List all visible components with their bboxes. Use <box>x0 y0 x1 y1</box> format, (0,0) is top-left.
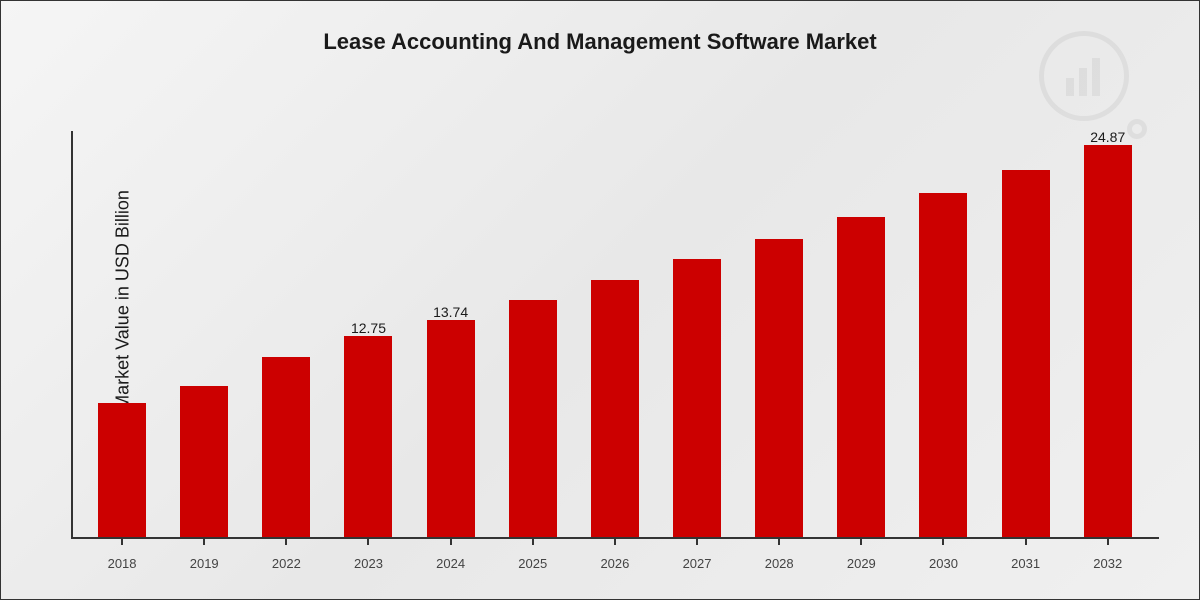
chart-title: Lease Accounting And Management Software… <box>323 29 876 55</box>
bar <box>755 239 803 537</box>
x-tick <box>942 537 944 545</box>
bar-group <box>256 357 316 537</box>
x-axis-label: 2027 <box>667 556 727 571</box>
bar <box>509 300 557 537</box>
x-tick <box>1025 537 1027 545</box>
x-axis-label: 2018 <box>92 556 152 571</box>
x-axis-label: 2023 <box>338 556 398 571</box>
x-axis-label: 2024 <box>421 556 481 571</box>
watermark-logo <box>1039 31 1139 131</box>
x-axis-label: 2025 <box>503 556 563 571</box>
bar-group <box>831 217 891 537</box>
x-tick <box>367 537 369 545</box>
bar <box>180 386 228 537</box>
bar-group <box>174 386 234 537</box>
bar <box>262 357 310 537</box>
bar-group: 12.75 <box>338 336 398 537</box>
bar-value-label: 13.74 <box>433 304 468 320</box>
bar-value-label: 12.75 <box>351 320 386 336</box>
bar <box>427 320 475 537</box>
x-axis-label: 2022 <box>256 556 316 571</box>
bar-group <box>667 259 727 537</box>
x-tick <box>696 537 698 545</box>
x-axis-label: 2029 <box>831 556 891 571</box>
bar-group <box>913 193 973 537</box>
bar <box>344 336 392 537</box>
x-tick <box>450 537 452 545</box>
x-tick <box>1107 537 1109 545</box>
bar-group: 13.74 <box>421 320 481 537</box>
x-axis-label: 2030 <box>913 556 973 571</box>
bar <box>919 193 967 537</box>
bar-group <box>503 300 563 537</box>
bar-group <box>92 403 152 537</box>
x-tick <box>778 537 780 545</box>
bar-group: 24.87 <box>1078 145 1138 537</box>
bar-value-label: 24.87 <box>1090 129 1125 145</box>
bar-group <box>585 280 645 537</box>
bar <box>1084 145 1132 537</box>
x-tick <box>614 537 616 545</box>
bar <box>98 403 146 537</box>
x-tick <box>203 537 205 545</box>
bar <box>591 280 639 537</box>
x-axis-label: 2026 <box>585 556 645 571</box>
x-tick <box>285 537 287 545</box>
x-axis-label: 2031 <box>996 556 1056 571</box>
x-axis-label: 2019 <box>174 556 234 571</box>
x-axis-labels: 2018 2019 2022 2023 2024 2025 2026 2027 2028 2029… <box>71 556 1159 571</box>
x-axis-label: 2032 <box>1078 556 1138 571</box>
x-tick <box>532 537 534 545</box>
x-tick <box>860 537 862 545</box>
bar <box>837 217 885 537</box>
bars-container: 12.75 13.74 24.87 <box>71 131 1159 537</box>
bar <box>673 259 721 537</box>
bar-group <box>749 239 809 537</box>
chart-plot-area: 12.75 13.74 24.87 <box>71 131 1159 539</box>
x-axis-label: 2028 <box>749 556 809 571</box>
bar <box>1002 170 1050 537</box>
bar-group <box>996 170 1056 537</box>
x-tick <box>121 537 123 545</box>
